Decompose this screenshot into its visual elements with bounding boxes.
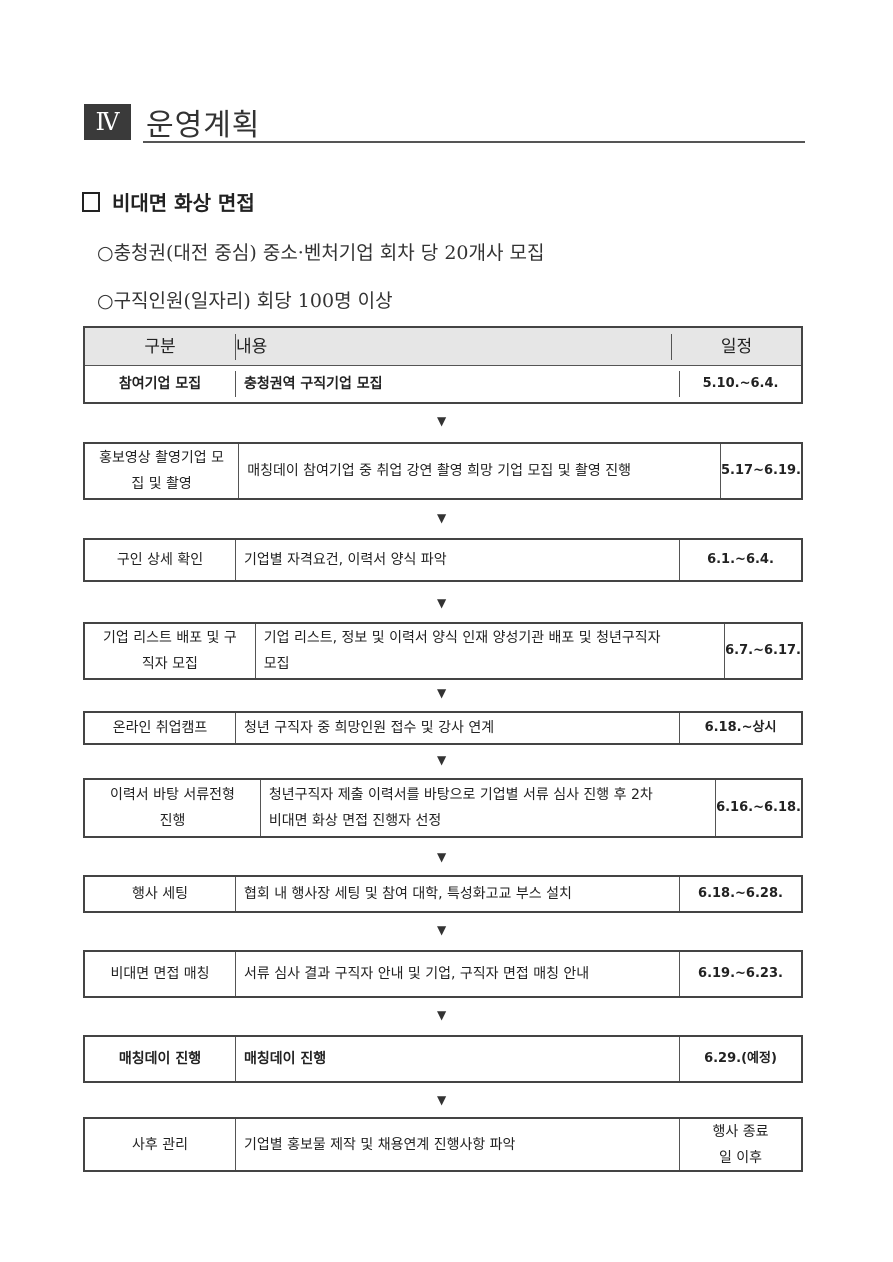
row-category: 구인 상세 확인 [85,540,236,580]
row-schedule: 6.16.~6.18. [716,800,801,815]
table-row: 매칭데이 진행 매칭데이 진행 6.29.(예정) [83,1035,803,1083]
row-schedule: 6.18.~6.28. [698,886,783,901]
subheading-text: 비대면 화상 면접 [112,191,255,215]
flow-arrow-down-icon: ▼ [437,1093,447,1107]
row-content: 청년구직자 제출 이력서를 바탕으로 기업별 서류 심사 진행 후 2차 비대면… [261,780,717,836]
row-schedule: 6.18.~상시 [704,720,777,735]
table-row: 이력서 바탕 서류전형 진행 청년구직자 제출 이력서를 바탕으로 기업별 서류 … [83,778,803,838]
schedule-table-header-block: 구분 내용 일정 참여기업 모집 충청권역 구직기업 모집 5.10.~6.4. [83,326,803,404]
row-content: 협회 내 행사장 세팅 및 참여 대학, 특성화고교 부스 설치 [236,877,680,911]
row-schedule: 6.29.(예정) [704,1051,777,1066]
row-content: 기업별 자격요건, 이력서 양식 파악 [236,540,680,580]
flow-arrow-down-icon: ▼ [437,1008,447,1022]
row-schedule: 행사 종료일 이후 [712,1123,769,1166]
table-header: 구분 내용 일정 [85,328,801,366]
header-schedule: 일정 [720,336,753,357]
bullet-item: ○구직인원(일자리) 회당 100명 이상 [97,290,393,312]
row-category: 참여기업 모집 [85,371,236,397]
header-content: 내용 [236,333,672,360]
row-schedule: 5.17~6.19. [721,463,801,478]
row-content: 매칭데이 진행 [236,1037,680,1081]
header-category: 구분 [85,333,236,360]
flow-arrow-down-icon: ▼ [437,923,447,937]
row-schedule: 6.1.~6.4. [707,552,774,567]
row-schedule: 6.7.~6.17. [725,643,801,658]
row-content: 기업별 홍보물 제작 및 채용연계 진행사항 파악 [236,1119,680,1170]
row-category: 행사 세팅 [85,877,236,911]
flow-arrow-down-icon: ▼ [437,414,447,428]
row-content: 매칭데이 참여기업 중 취업 강연 촬영 희망 기업 모집 및 촬영 진행 [239,444,722,498]
table-row: 행사 세팅 협회 내 행사장 세팅 및 참여 대학, 특성화고교 부스 설치 6.1… [83,875,803,913]
bullet-item: ○충청권(대전 중심) 중소·벤처기업 회차 당 20개사 모집 [97,242,545,264]
section-underline [143,141,805,143]
flow-arrow-down-icon: ▼ [437,850,447,864]
table-row: 참여기업 모집 충청권역 구직기업 모집 5.10.~6.4. [85,366,801,402]
flow-arrow-down-icon: ▼ [437,753,447,767]
row-content: 서류 심사 결과 구직자 안내 및 기업, 구직자 면접 매칭 안내 [236,952,680,996]
flow-arrow-down-icon: ▼ [437,686,447,700]
row-schedule: 5.10.~6.4. [702,376,779,391]
table-row: 온라인 취업캠프 청년 구직자 중 희망인원 접수 및 강사 연계 6.18.~상시 [83,711,803,745]
row-content: 충청권역 구직기업 모집 [236,371,680,397]
row-category: 매칭데이 진행 [85,1037,236,1081]
row-category: 비대면 면접 매칭 [85,952,236,996]
table-row: 구인 상세 확인 기업별 자격요건, 이력서 양식 파악 6.1.~6.4. [83,538,803,582]
section-number: Ⅳ [84,104,131,140]
row-category: 사후 관리 [85,1119,236,1170]
row-content: 기업 리스트, 정보 및 이력서 양식 인재 양성기관 배포 및 청년구직자 모… [256,624,726,678]
row-category: 온라인 취업캠프 [85,713,236,743]
row-category: 이력서 바탕 서류전형 진행 [85,780,261,836]
table-row: 기업 리스트 배포 및 구직자 모집 기업 리스트, 정보 및 이력서 양식 인재… [83,622,803,680]
subheading: 비대면 화상 면접 [82,187,255,216]
flow-arrow-down-icon: ▼ [437,511,447,525]
flow-arrow-down-icon: ▼ [437,596,447,610]
table-row: 사후 관리 기업별 홍보물 제작 및 채용연계 진행사항 파악 행사 종료일 이후 [83,1117,803,1172]
row-category: 기업 리스트 배포 및 구직자 모집 [85,624,256,678]
row-content: 청년 구직자 중 희망인원 접수 및 강사 연계 [236,713,680,743]
table-row: 홍보영상 촬영기업 모집 및 촬영 매칭데이 참여기업 중 취업 강연 촬영 희망… [83,442,803,500]
row-category: 홍보영상 촬영기업 모집 및 촬영 [85,444,240,498]
row-schedule: 6.19.~6.23. [698,966,783,981]
section-title: 운영계획 [146,108,261,143]
checkbox-square-icon [82,192,100,212]
table-row: 비대면 면접 매칭 서류 심사 결과 구직자 안내 및 기업, 구직자 면접 매칭… [83,950,803,998]
